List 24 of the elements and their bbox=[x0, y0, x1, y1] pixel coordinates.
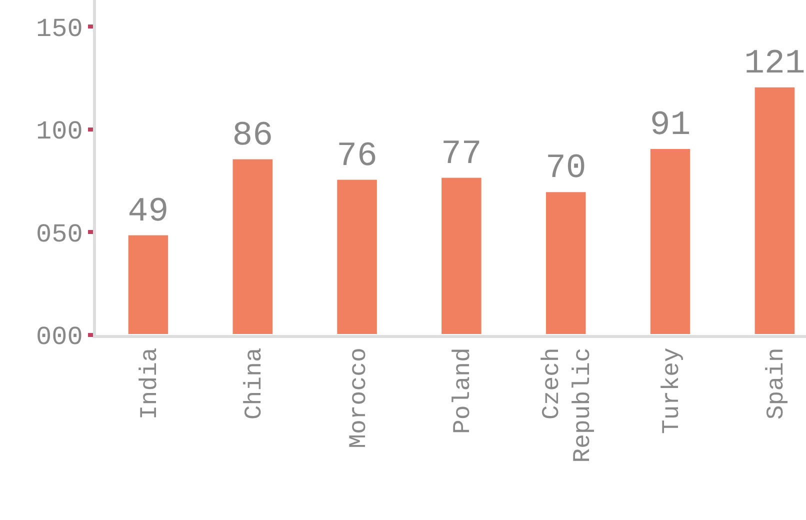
x-tick-label: India bbox=[137, 348, 164, 420]
data-label: 70 bbox=[545, 150, 586, 188]
y-tick-label: 000 bbox=[36, 322, 83, 352]
bar bbox=[230, 157, 274, 335]
y-tick-label: 100 bbox=[36, 116, 83, 147]
x-tick-label: China bbox=[241, 348, 268, 420]
bar bbox=[544, 190, 588, 335]
x-tick-label: Turkey bbox=[659, 348, 686, 434]
y-tick-label: 150 bbox=[36, 14, 83, 44]
data-label: 77 bbox=[441, 136, 482, 174]
y-tick-label: 050 bbox=[36, 219, 83, 250]
bar bbox=[126, 233, 170, 335]
x-tick-label: Morocco bbox=[346, 348, 373, 448]
bar bbox=[440, 176, 484, 335]
data-label: 76 bbox=[336, 138, 378, 176]
bar bbox=[335, 178, 379, 335]
data-label: 49 bbox=[128, 193, 169, 232]
data-label: 91 bbox=[650, 106, 691, 145]
bar bbox=[752, 85, 797, 335]
x-tick-label: Spain bbox=[763, 348, 790, 420]
data-label: 86 bbox=[232, 117, 274, 156]
x-tick-label: Czech Republic bbox=[539, 348, 598, 463]
data-label: 121 bbox=[744, 45, 806, 84]
x-tick-label: Poland bbox=[450, 348, 478, 434]
